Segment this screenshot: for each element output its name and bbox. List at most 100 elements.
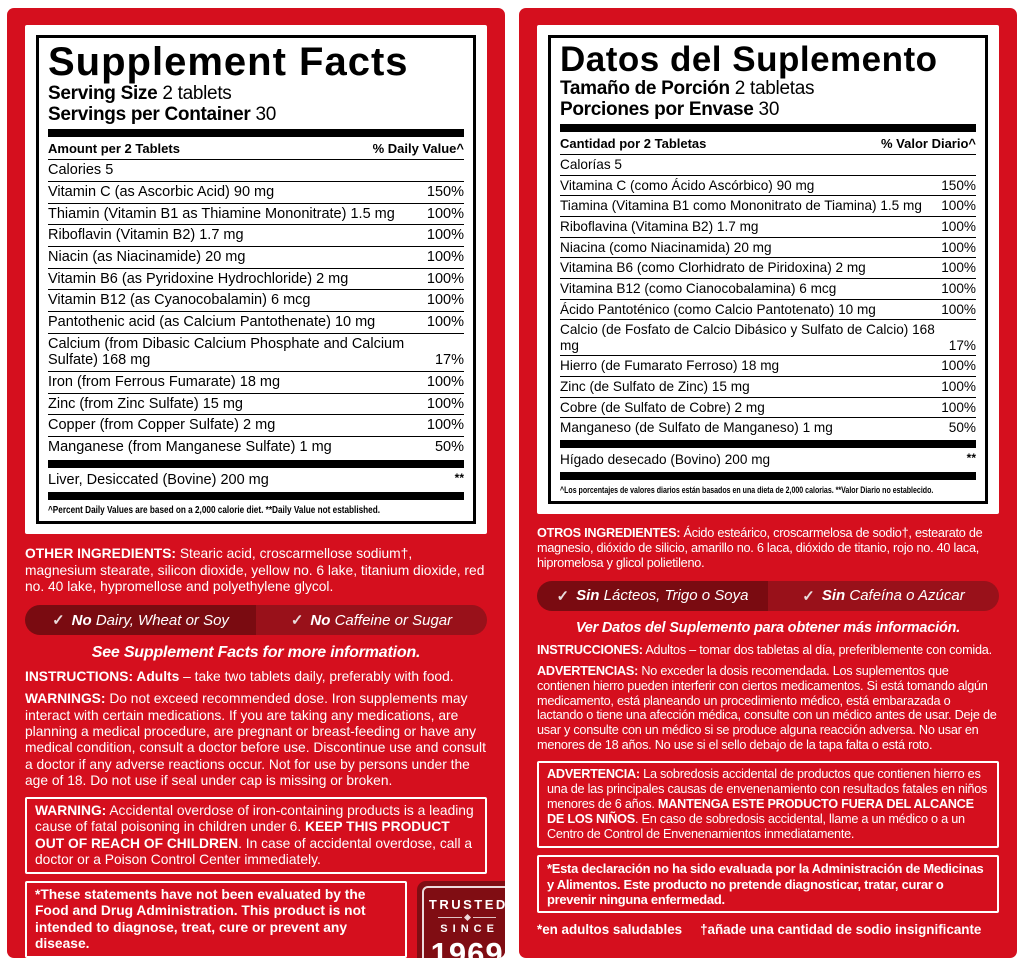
supplement-facts-box-es: Datos del Suplemento Tamaño de Porción 2… (548, 35, 988, 504)
pill-rest-text: Cafeína o Azúcar (845, 587, 965, 605)
claim-pills-en: ✓ No Dairy, Wheat or Soy ✓ No Caffeine o… (25, 605, 487, 636)
checkmark-icon: ✓ (52, 612, 65, 630)
nutrient-row: Thiamin (Vitamin B1 as Thiamine Mononitr… (48, 202, 464, 225)
serving-size-line-es: Tamaño de Porción 2 tabletas (560, 78, 976, 99)
nutrient-label: Zinc (from Zinc Sulfate) 15 mg (48, 395, 243, 412)
pill-sin-cafeina-azucar: ✓ Sin Cafeína o Azúcar (768, 580, 999, 611)
pill-bold-word: No (310, 611, 331, 629)
nutrient-row: Riboflavin (Vitamin B2) 1.7 mg 100% (48, 224, 464, 246)
nutrient-row: Vitamina B6 (como Clorhidrato de Piridox… (560, 257, 976, 278)
nutrient-daily-value: 100% (426, 270, 464, 287)
nutrient-row: Zinc (from Zinc Sulfate) 15 mg 100% (48, 392, 464, 415)
nutrient-daily-value: 100% (941, 358, 976, 374)
nutrient-row: Cobre (de Sulfato de Cobre) 2 mg 100% (560, 396, 976, 418)
warnings-heading: ADVERTENCIAS: (537, 663, 639, 678)
servings-per-container-value: 30 (753, 98, 780, 120)
nutrient-label: Zinc (de Sulfato de Zinc) 15 mg (560, 379, 750, 395)
other-ingredients-text: Stearic acid, croscarmellose sodium†, ma… (25, 546, 485, 594)
other-ingredients-text: Ácido esteárico, croscarmelosa de sodio†… (537, 525, 983, 570)
supplement-facts-card-en: Supplement Facts Serving Size 2 tablets … (25, 25, 487, 535)
badge-since-text: SINCE (440, 922, 499, 935)
nutrient-label: Niacin (as Niacinamide) 20 mg (48, 249, 246, 266)
thick-divider-bar (48, 459, 464, 468)
liver-row-es: Hígado desecado (Bovino) 200 mg ** (560, 450, 976, 470)
nutrient-row: Niacina (como Niacinamida) 20 mg 100% (560, 236, 976, 258)
facts-column-headers-es: Cantidad por 2 Tabletas % Valor Diario^ (560, 132, 976, 154)
facts-footnote-text: ^Los porcentajes de valores diarios está… (560, 484, 934, 496)
thick-divider-bar (48, 129, 464, 138)
thick-divider-bar (560, 471, 976, 480)
supplement-facts-card-es: Datos del Suplemento Tamaño de Porción 2… (537, 25, 999, 514)
serving-size-value: 2 tablets (157, 82, 232, 104)
nutrient-label: Cobre (de Sulfato de Cobre) 2 mg (560, 399, 765, 415)
nutrient-label: Hígado desecado (Bovino) 200 mg (560, 451, 771, 467)
pill-rest-text: Caffeine or Sugar (330, 611, 453, 629)
pill-rest-text: Dairy, Wheat or Soy (91, 611, 229, 629)
nutrient-label: Manganese (from Manganese Sulfate) 1 mg (48, 439, 332, 456)
daily-value-column-header: % Valor Diario^ (880, 136, 976, 152)
pill-text: No Caffeine or Sugar (310, 612, 452, 629)
nutrient-row: Zinc (de Sulfato de Zinc) 15 mg 100% (560, 376, 976, 397)
nutrient-label: Calories 5 (48, 162, 114, 179)
daily-value-column-header: % Daily Value^ (372, 141, 464, 157)
nutrient-daily-value: 100% (941, 280, 976, 296)
thick-divider-bar (560, 439, 976, 448)
nutrient-row: Manganeso (de Sulfato de Manganeso) 1 mg… (560, 417, 976, 438)
nutrient-label: Hierro (de Fumarato Ferroso) 18 mg (560, 358, 780, 374)
nutrient-daily-value: 100% (941, 198, 976, 214)
facts-title-en: Supplement Facts (48, 40, 409, 84)
nutrient-row: Vitamina C (como Ácido Ascórbico) 90 mg … (560, 174, 976, 196)
nutrient-daily-value: 150% (941, 177, 976, 193)
see-facts-note-es: Ver Datos del Suplemento para obtener má… (575, 619, 961, 636)
facts-footnote-es: ^Los porcentajes de valores diarios está… (560, 482, 976, 497)
checkmark-icon: ✓ (802, 587, 815, 605)
nutrient-daily-value: 100% (426, 395, 464, 412)
bottom-row-en: *These statements have not been evaluate… (25, 881, 505, 958)
thick-divider-bar (560, 124, 976, 133)
warning-text-1: La sobredosis accidental de productos qu… (547, 767, 988, 812)
nutrient-label: Manganeso (de Sulfato de Manganeso) 1 mg (560, 420, 833, 436)
nutrient-daily-value: 100% (426, 249, 464, 266)
badge-year-text: 1969 (430, 935, 504, 958)
nutrient-label: Vitamina B12 (como Cianocobalamina) 6 mc… (560, 280, 837, 296)
serving-size-label: Serving Size (48, 82, 158, 104)
other-ingredients-heading: OTHER INGREDIENTS: (25, 546, 177, 562)
nutrient-row: Iron (from Ferrous Fumarate) 18 mg 100% (48, 371, 464, 393)
bottom-left-en: *These statements have not been evaluate… (25, 881, 408, 958)
nutrient-label: Calcium (from Dibasic Calcium Phosphate … (48, 335, 405, 369)
footnote-dagger: †añade una cantidad de sodio insignifica… (700, 922, 982, 938)
facts-footnote-en: ^Percent Daily Values are based on a 2,0… (48, 502, 464, 517)
supplement-facts-box-en: Supplement Facts Serving Size 2 tablets … (36, 35, 476, 525)
nutrient-row: Tiamina (Vitamina B1 como Mononitrato de… (560, 195, 976, 216)
nutrient-label: Iron (from Ferrous Fumarate) 18 mg (48, 374, 281, 391)
pill-no-dairy-wheat-soy: ✓ No Dairy, Wheat or Soy (25, 605, 256, 636)
facts-footnote-text: ^Percent Daily Values are based on a 2,0… (48, 505, 381, 517)
facts-title-es: Datos del Suplemento (560, 40, 938, 79)
nutrient-row: Riboflavina (Vitamina B2) 1.7 mg 100% (560, 216, 976, 237)
trusted-since-1969-badge: TRUSTED SINCE 1969 (417, 881, 505, 958)
warning-bold-text: MANTENGA ESTE PRODUCTO FUERA DEL ALCANCE… (547, 797, 974, 827)
nutrient-row: Vitamin B6 (as Pyridoxine Hydrochloride)… (48, 267, 464, 290)
other-ingredients-en: OTHER INGREDIENTS: Stearic acid, croscar… (25, 546, 487, 595)
claim-pills-es: ✓ Sin Lácteos, Trigo o Soya ✓ Sin Cafeín… (537, 580, 999, 611)
bottom-left-es: *Esta declaración no ha sido evaluada po… (537, 855, 999, 937)
nutrient-row: Calcio (de Fosfato de Calcio Dibásico y … (560, 319, 976, 355)
nutrient-daily-value: 150% (426, 184, 464, 200)
other-ingredients-es: OTROS INGREDIENTES: Ácido esteárico, cro… (537, 526, 999, 571)
nutrient-rows-es: Calorías 5 Vitamina C (como Ácido Ascórb… (560, 154, 976, 438)
nutrient-label: Niacina (como Niacinamida) 20 mg (560, 239, 772, 255)
servings-per-container-line-es: Porciones por Envase 30 (560, 99, 976, 120)
pill-sin-lacteos-trigo-soya: ✓ Sin Lácteos, Trigo o Soya (537, 580, 768, 611)
nutrient-daily-value: 100% (941, 399, 976, 415)
nutrient-label: Vitamin C (as Ascorbic Acid) 90 mg (48, 184, 275, 200)
serving-size-line-en: Serving Size 2 tablets (48, 83, 464, 104)
panel-spanish: Datos del Suplemento Tamaño de Porción 2… (519, 8, 1017, 958)
servings-per-container-line-en: Servings per Container 30 (48, 104, 464, 125)
amount-column-header: Amount per 2 Tablets (48, 141, 180, 157)
warnings-heading: WARNINGS: (25, 691, 106, 707)
warnings-text: No exceder la dosis recomendada. Los sup… (537, 663, 997, 753)
nutrient-daily-value: 50% (948, 420, 976, 436)
instructions-text: – take two tablets daily, preferably wit… (179, 669, 454, 685)
nutrient-daily-value: 100% (426, 292, 464, 309)
